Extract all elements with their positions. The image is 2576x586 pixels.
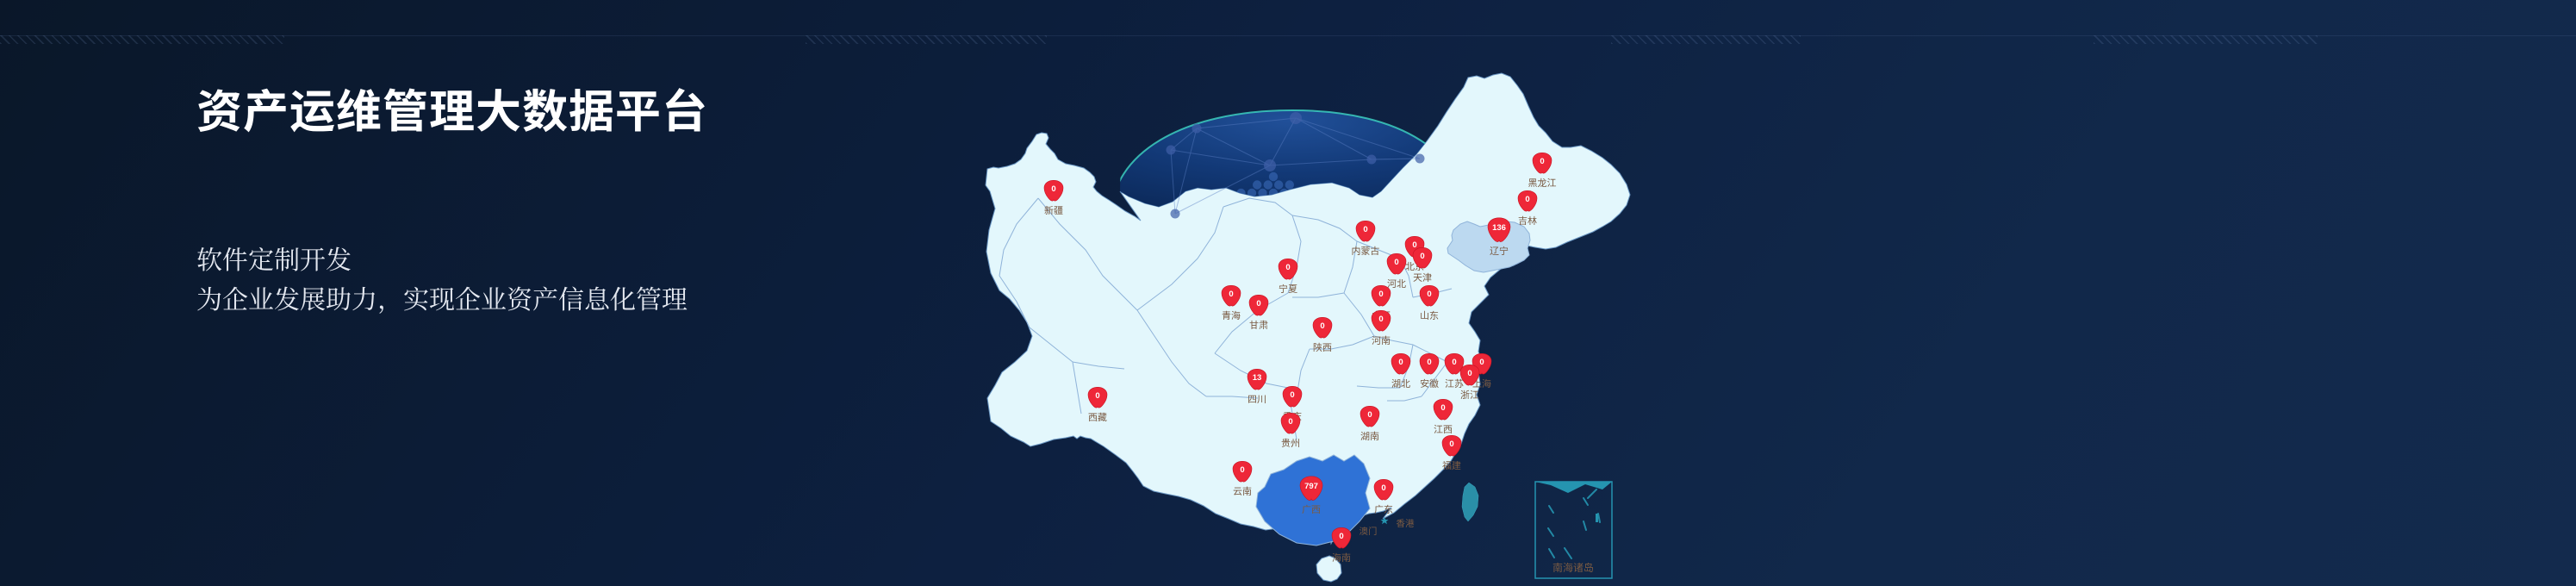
svg-text:西藏: 西藏 (1088, 410, 1107, 424)
svg-text:0: 0 (1440, 403, 1445, 413)
svg-text:0: 0 (1412, 240, 1416, 250)
svg-text:广西: 广西 (1302, 502, 1321, 516)
svg-text:797: 797 (1304, 482, 1318, 491)
svg-text:内蒙古: 内蒙古 (1352, 244, 1380, 258)
svg-text:0: 0 (1525, 195, 1529, 204)
svg-text:湖南: 湖南 (1360, 429, 1379, 443)
svg-text:海南: 海南 (1332, 551, 1351, 564)
svg-text:四川: 四川 (1248, 392, 1266, 406)
svg-text:0: 0 (1394, 258, 1398, 267)
svg-text:黑龙江: 黑龙江 (1528, 176, 1557, 190)
svg-text:0: 0 (1467, 369, 1472, 378)
svg-text:0: 0 (1479, 358, 1484, 367)
svg-text:0: 0 (1381, 483, 1385, 493)
svg-text:0: 0 (1285, 263, 1290, 272)
svg-text:0: 0 (1363, 225, 1367, 234)
svg-text:安徽: 安徽 (1420, 377, 1439, 390)
svg-text:江西: 江西 (1434, 422, 1453, 436)
svg-text:广东: 广东 (1374, 502, 1393, 516)
svg-text:0: 0 (1420, 252, 1424, 261)
svg-text:0: 0 (1378, 315, 1383, 324)
svg-text:0: 0 (1229, 290, 1233, 299)
svg-text:0: 0 (1427, 358, 1431, 367)
svg-text:0: 0 (1367, 410, 1372, 420)
svg-text:南海诸岛: 南海诸岛 (1552, 560, 1594, 575)
svg-text:0: 0 (1378, 290, 1383, 299)
svg-text:香港: 香港 (1397, 517, 1416, 530)
svg-text:0: 0 (1339, 532, 1343, 541)
svg-text:13: 13 (1253, 373, 1262, 383)
svg-text:0: 0 (1288, 417, 1292, 427)
svg-text:浙江: 浙江 (1460, 388, 1479, 402)
svg-text:天津: 天津 (1413, 271, 1432, 284)
svg-text:0: 0 (1452, 358, 1456, 367)
svg-text:贵州: 贵州 (1281, 436, 1300, 450)
svg-text:0: 0 (1320, 321, 1324, 331)
svg-text:0: 0 (1290, 390, 1294, 400)
svg-text:0: 0 (1095, 391, 1099, 401)
svg-text:青海: 青海 (1222, 309, 1241, 322)
svg-text:陕西: 陕西 (1313, 340, 1332, 354)
svg-text:0: 0 (1398, 358, 1403, 367)
svg-text:宁夏: 宁夏 (1279, 282, 1297, 296)
svg-text:0: 0 (1427, 290, 1431, 299)
svg-text:山东: 山东 (1420, 309, 1439, 322)
svg-text:0: 0 (1540, 157, 1544, 166)
svg-text:云南: 云南 (1233, 484, 1252, 498)
svg-text:湖北: 湖北 (1391, 377, 1410, 390)
svg-text:136: 136 (1492, 223, 1506, 233)
svg-text:0: 0 (1256, 299, 1260, 309)
svg-text:澳门: 澳门 (1360, 525, 1378, 538)
svg-text:0: 0 (1051, 184, 1055, 194)
svg-text:甘肃: 甘肃 (1249, 318, 1268, 332)
svg-text:辽宁: 辽宁 (1490, 244, 1509, 258)
svg-text:吉林: 吉林 (1518, 214, 1537, 228)
svg-text:河北: 河北 (1387, 277, 1406, 290)
svg-text:福建: 福建 (1442, 458, 1461, 472)
svg-text:新疆: 新疆 (1044, 203, 1063, 217)
svg-text:0: 0 (1449, 440, 1453, 449)
svg-text:0: 0 (1240, 465, 1244, 475)
svg-text:河南: 河南 (1372, 334, 1391, 347)
